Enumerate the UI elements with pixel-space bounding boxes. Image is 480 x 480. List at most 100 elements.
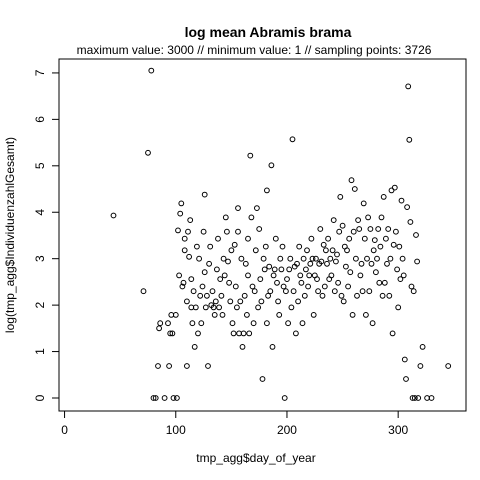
data-point [368,260,375,267]
data-point [186,253,193,260]
data-point [197,292,204,299]
data-point [314,276,320,283]
data-point [161,395,168,401]
data-point [388,187,395,194]
data-point [271,266,278,273]
data-point [409,395,416,401]
data-point [319,292,326,299]
data-point [285,320,292,327]
data-point [169,330,176,337]
data-point [261,266,268,273]
x-tick-label: 100 [166,423,186,437]
data-point [414,258,421,265]
data-point [202,304,209,311]
data-point [245,235,251,242]
data-point [222,214,229,221]
data-point [331,288,338,295]
data-point [242,260,249,267]
data-point [178,200,185,207]
data-point [406,136,413,143]
data-point [370,247,377,254]
data-point [350,228,357,235]
data-point [267,288,274,295]
data-point [304,247,310,254]
data-point [405,83,412,90]
data-point [369,320,376,327]
data-point [346,235,353,242]
data-point [229,320,236,327]
data-point [393,228,399,235]
data-point [172,312,179,318]
data-point [179,283,186,290]
data-point [165,320,171,327]
data-point [152,395,159,401]
data-point [188,276,195,283]
data-point [373,269,379,276]
plot-frame [58,58,467,412]
data-point [184,298,190,305]
data-point [260,255,267,262]
data-point [209,288,216,295]
data-point [157,320,164,327]
data-point [278,266,285,273]
data-point [276,312,283,318]
data-point [330,217,337,224]
data-point [390,241,397,248]
data-point [358,260,365,267]
data-point [280,283,287,290]
data-point [234,304,240,311]
data-point [300,255,307,262]
data-point [230,330,237,337]
data-point [206,260,213,267]
data-point [214,266,220,273]
data-point [329,247,336,254]
data-point [265,292,272,299]
chart-subtitle: maximum value: 3000 // minimum value: 1 … [77,43,432,57]
data-point [354,292,360,299]
data-point [363,312,369,318]
data-point [226,279,233,286]
x-tick-label: 0 [61,423,68,437]
x-axis-label: tmp_agg$day_of_year [196,451,315,465]
data-point [298,279,305,286]
data-point [336,228,343,235]
data-point [257,276,264,283]
data-point [140,288,147,295]
y-tick-label: 6 [33,116,47,123]
data-point [407,219,414,225]
data-point [351,186,358,192]
data-point [355,217,362,224]
data-point [297,272,304,279]
data-point [301,292,308,299]
data-point [387,255,394,262]
y-axis-label: log(tmp_agg$IndividuenzahlGesamt) [3,137,17,333]
data-point [174,395,180,401]
data-point [288,304,295,311]
data-point [145,149,151,156]
data-point [252,247,259,254]
data-point [266,263,273,270]
data-point [325,235,332,242]
data-point [380,194,387,200]
data-point [335,279,342,286]
data-point [403,376,409,382]
data-point [294,260,300,267]
x-tick-label: 200 [277,423,297,437]
data-point [231,241,238,248]
data-point [367,226,374,232]
data-point [220,255,227,262]
data-point [177,210,184,217]
data-point [181,235,188,242]
data-point [185,228,191,235]
data-point [327,255,334,262]
data-point [371,237,378,244]
data-point [305,283,312,290]
data-point [227,298,234,305]
data-point [408,283,415,290]
data-point [167,330,174,337]
data-point [217,276,224,283]
data-point [337,194,344,200]
data-point [176,272,183,279]
data-point [259,376,266,382]
